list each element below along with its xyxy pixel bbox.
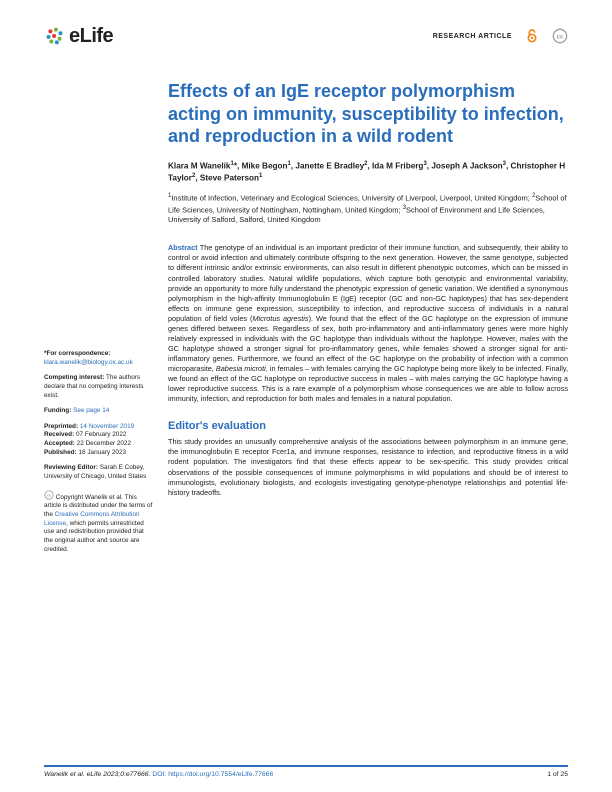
correspondence-label: *For correspondence: (44, 350, 110, 357)
page-header: eLife RESEARCH ARTICLE cc (0, 0, 612, 52)
cc-license-icon: cc (552, 28, 568, 44)
correspondence-block: *For correspondence: klara.wanelik@biolo… (44, 350, 154, 367)
article-title: Effects of an IgE receptor polymorphism … (168, 80, 568, 148)
abstract-block: Abstract The genotype of an individual i… (168, 243, 568, 404)
article-body: Effects of an IgE receptor polymorphism … (168, 80, 568, 561)
funding-label: Funding: (44, 407, 71, 414)
journal-name: eLife (69, 25, 113, 48)
footer-page-number: 1 of 25 (547, 771, 568, 778)
correspondence-email[interactable]: klara.wanelik@biology.ox.ac.uk (44, 359, 133, 366)
author-list: Klara M Wanelik1*, Mike Begon1, Janette … (168, 160, 568, 184)
elife-logo-icon (44, 25, 66, 47)
funding-link[interactable]: See page 14 (71, 407, 109, 414)
dates-block: Preprinted: 14 November 2019 Received: 0… (44, 423, 154, 458)
affiliation-list: 1Institute of Infection, Veterinary and … (168, 192, 568, 225)
reviewing-editor-block: Reviewing Editor: Sarah E Cobey, Univers… (44, 464, 154, 481)
accepted-value: 22 December 2022 (75, 440, 131, 447)
open-access-icon (524, 28, 540, 44)
abstract-body: The genotype of an individual is an impo… (168, 243, 568, 403)
copyright-block: cc Copyright Wanelik et al. This article… (44, 490, 154, 554)
svg-text:cc: cc (47, 493, 51, 497)
main-content: *For correspondence: klara.wanelik@biolo… (0, 52, 612, 561)
article-sidebar: *For correspondence: klara.wanelik@biolo… (44, 80, 154, 561)
preprinted-value[interactable]: 14 November 2019 (78, 423, 134, 430)
article-type-label: RESEARCH ARTICLE (433, 33, 512, 40)
svg-text:cc: cc (557, 35, 564, 41)
competing-interests-block: Competing interest: The authors declare … (44, 374, 154, 400)
header-meta: RESEARCH ARTICLE cc (433, 28, 568, 44)
footer-doi[interactable]: DOI: https://doi.org/10.7554/eLife.77666 (152, 771, 273, 778)
published-value: 16 January 2023 (77, 449, 126, 456)
editor-evaluation-body: This study provides an unusually compreh… (168, 437, 568, 497)
abstract-heading: Abstract (168, 243, 198, 252)
reviewing-label: Reviewing Editor: (44, 464, 98, 471)
preprinted-label: Preprinted: (44, 423, 78, 430)
funding-block: Funding: See page 14 (44, 407, 154, 416)
received-value: 07 February 2022 (74, 431, 126, 438)
page-footer: Wanelik et al. eLife 2023;0:e77666. DOI:… (44, 765, 568, 778)
competing-label: Competing interest: (44, 374, 104, 381)
received-label: Received: (44, 431, 74, 438)
footer-citation: Wanelik et al. eLife 2023;0:e77666. (44, 771, 150, 778)
journal-logo: eLife (44, 25, 113, 48)
accepted-label: Accepted: (44, 440, 75, 447)
editor-evaluation-heading: Editor's evaluation (168, 420, 568, 432)
published-label: Published: (44, 449, 77, 456)
copyright-icon: cc (44, 490, 54, 500)
